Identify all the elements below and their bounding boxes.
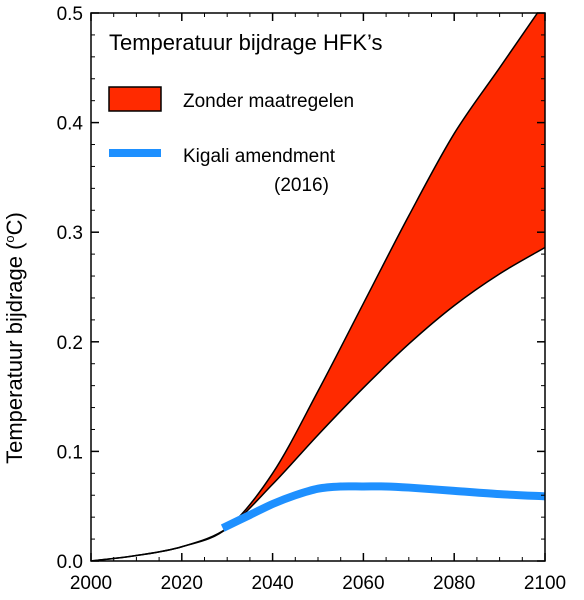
plot-area bbox=[91, 13, 545, 561]
band-lower-line bbox=[91, 246, 545, 561]
legend: Temperatuur bijdrage HFK’s Zonder maatre… bbox=[108, 30, 383, 196]
legend-label-kigali: Kigali amendment bbox=[183, 146, 336, 167]
legend-label-zonder: Zonder maatregelen bbox=[183, 91, 354, 112]
y-axis-label: Temperatuur bijdrage (oC) bbox=[2, 212, 27, 464]
line-kigali-amendment bbox=[220, 482, 545, 532]
y-tick-label: 0.2 bbox=[57, 333, 83, 354]
y-axis-label-close: ) bbox=[2, 212, 27, 219]
band-zonder-maatregelen bbox=[91, 13, 545, 561]
y-tick-label: 0.1 bbox=[57, 442, 83, 463]
x-tick-label: 2020 bbox=[161, 573, 203, 594]
legend-title: Temperatuur bijdrage HFK’s bbox=[109, 30, 383, 55]
x-tick-label: 2040 bbox=[251, 573, 293, 594]
y-tick-label: 0.5 bbox=[57, 4, 83, 25]
y-tick-label: 0.3 bbox=[57, 223, 83, 244]
legend-swatch-band bbox=[108, 86, 162, 112]
y-axis-label-unit: C bbox=[2, 219, 27, 235]
x-tick-label: 2100 bbox=[524, 573, 566, 594]
legend-label-kigali-year: (2016) bbox=[274, 175, 329, 196]
x-tick-label: 2060 bbox=[342, 573, 384, 594]
axis-ticks: 2000 2020 2040 2060 2080 2100 0.0 0.1 0.2 0.3 0.4 0… bbox=[57, 4, 567, 594]
x-tick-label: 2000 bbox=[70, 573, 112, 594]
y-axis-label-unit-sup: o bbox=[2, 235, 17, 242]
x-tick-label: 2080 bbox=[433, 573, 475, 594]
y-tick-label: 0.4 bbox=[57, 114, 84, 135]
y-tick-label: 0.0 bbox=[57, 552, 83, 573]
